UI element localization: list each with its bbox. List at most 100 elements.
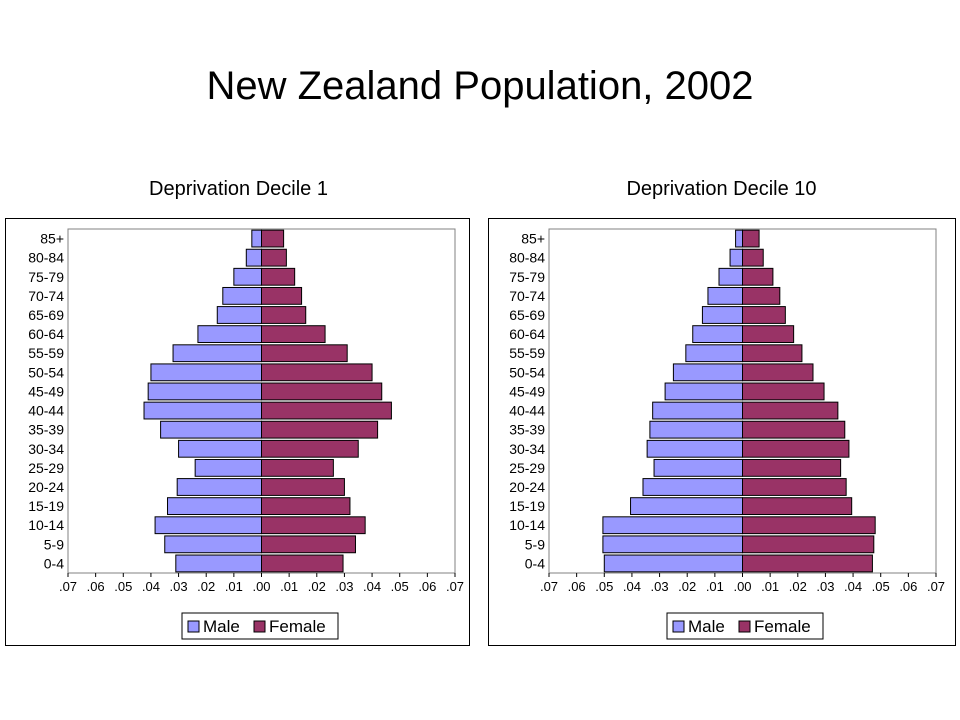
- y-tick-label: 20-24: [509, 479, 545, 495]
- male-bar: [251, 229, 262, 248]
- male-bar: [630, 497, 744, 516]
- x-tick-label: .06: [87, 579, 105, 594]
- female-bar: [742, 516, 876, 535]
- male-bar: [603, 554, 743, 573]
- female-bar: [742, 401, 839, 420]
- male-bar: [216, 306, 262, 324]
- x-tick-label: .04: [844, 579, 862, 594]
- y-tick-label: 40-44: [28, 403, 64, 419]
- x-tick-label: .05: [114, 579, 132, 594]
- x-tick-label: .04: [363, 579, 381, 594]
- female-bar: [742, 420, 846, 439]
- y-tick-label: 35-39: [28, 422, 64, 438]
- y-tick-label: 60-64: [28, 326, 64, 342]
- x-tick-label: .02: [678, 579, 696, 594]
- male-bar: [642, 478, 743, 496]
- male-bar: [718, 267, 743, 286]
- male-bar: [602, 535, 744, 554]
- y-tick-label: 0-4: [525, 555, 545, 571]
- legend-female-swatch: [738, 620, 751, 633]
- male-bar: [653, 458, 744, 477]
- male-bar: [735, 229, 743, 248]
- x-tick-label: .03: [170, 579, 188, 594]
- y-tick-label: 75-79: [509, 269, 545, 285]
- x-tick-label: .03: [816, 579, 834, 594]
- male-bar: [646, 439, 743, 458]
- right-chart-panel: 85+ 80-84 75-79 70-74 65-69 60-64 55-59 50-54 45…: [488, 218, 956, 646]
- page-title: New Zealand Population, 2002: [206, 64, 754, 108]
- y-tick-label: 15-19: [509, 498, 545, 514]
- male-bar: [233, 267, 263, 286]
- x-tick-label: .03: [335, 579, 353, 594]
- y-tick-label: 85+: [40, 231, 64, 247]
- male-bar: [154, 516, 262, 535]
- female-bar: [261, 344, 348, 363]
- female-bar: [742, 267, 774, 286]
- female-bar: [742, 325, 795, 344]
- y-tick-label: 65-69: [28, 307, 64, 323]
- male-bar: [701, 306, 744, 324]
- x-tick-label: .05: [872, 579, 890, 594]
- female-bar: [261, 497, 351, 516]
- y-tick-label: 20-24: [28, 479, 64, 495]
- male-bar: [652, 401, 744, 420]
- y-tick-label: 75-79: [28, 269, 64, 285]
- male-bar: [175, 554, 262, 573]
- left-chart-panel: 85+ 80-84 75-79 70-74 65-69 60-64 55-59 50-54 45…: [5, 218, 470, 646]
- male-bar: [167, 497, 262, 516]
- female-bar: [261, 229, 285, 248]
- female-bar: [742, 286, 781, 305]
- male-bar: [197, 325, 263, 344]
- male-bar: [160, 420, 263, 439]
- female-bar: [742, 554, 873, 573]
- x-tick-label: .07: [446, 579, 464, 594]
- left-pyramid-chart: 85+ 80-84 75-79 70-74 65-69 60-64 55-59 50-54 45…: [28, 228, 464, 640]
- y-tick-label: 45-49: [509, 383, 545, 399]
- female-bar: [261, 306, 307, 324]
- male-bar: [672, 363, 743, 382]
- female-bar: [742, 382, 825, 401]
- y-tick-label: 30-34: [509, 441, 545, 457]
- y-tick-label: 35-39: [509, 422, 545, 438]
- female-bar: [261, 478, 345, 496]
- x-tick-label: .06: [899, 579, 917, 594]
- y-tick-label: 70-74: [509, 288, 545, 304]
- x-tick-label: .07: [927, 579, 945, 594]
- y-tick-label: 25-29: [509, 460, 545, 476]
- male-bar: [164, 535, 262, 554]
- y-tick-label: 10-14: [509, 517, 545, 533]
- y-tick-label: 50-54: [509, 364, 545, 380]
- male-bar: [729, 248, 743, 267]
- female-bar: [261, 420, 379, 439]
- male-bar: [178, 439, 262, 458]
- y-tick-label: 55-59: [28, 345, 64, 361]
- female-bar: [742, 344, 803, 363]
- y-tick-label: 10-14: [28, 517, 64, 533]
- female-bar: [261, 267, 296, 286]
- right-pyramid-chart: 85+ 80-84 75-79 70-74 65-69 60-64 55-59 50-54 45…: [509, 228, 945, 640]
- y-tick-label: 40-44: [509, 403, 545, 419]
- female-bar: [261, 401, 392, 420]
- x-tick-label: .02: [197, 579, 215, 594]
- x-tick-label: .04: [623, 579, 641, 594]
- y-tick-label: 70-74: [28, 288, 64, 304]
- male-bar: [172, 344, 263, 363]
- legend-male-label: Male: [688, 617, 725, 636]
- y-tick-label: 5-9: [525, 536, 545, 552]
- y-tick-label: 85+: [521, 231, 545, 247]
- male-bar: [245, 248, 263, 267]
- x-tick-label: .05: [391, 579, 409, 594]
- female-bar: [261, 325, 326, 344]
- female-bar: [261, 535, 356, 554]
- x-tick-label: .05: [595, 579, 613, 594]
- female-bar: [742, 497, 853, 516]
- female-bar: [742, 478, 847, 496]
- right-chart-title: Deprivation Decile 10: [626, 178, 817, 200]
- legend-female-swatch: [253, 620, 266, 633]
- male-bar: [707, 286, 743, 305]
- x-tick-label: .03: [651, 579, 669, 594]
- y-tick-label: 65-69: [509, 307, 545, 323]
- x-tick-label: .01: [280, 579, 298, 594]
- female-bar: [261, 458, 334, 477]
- legend-female-label: Female: [269, 617, 326, 636]
